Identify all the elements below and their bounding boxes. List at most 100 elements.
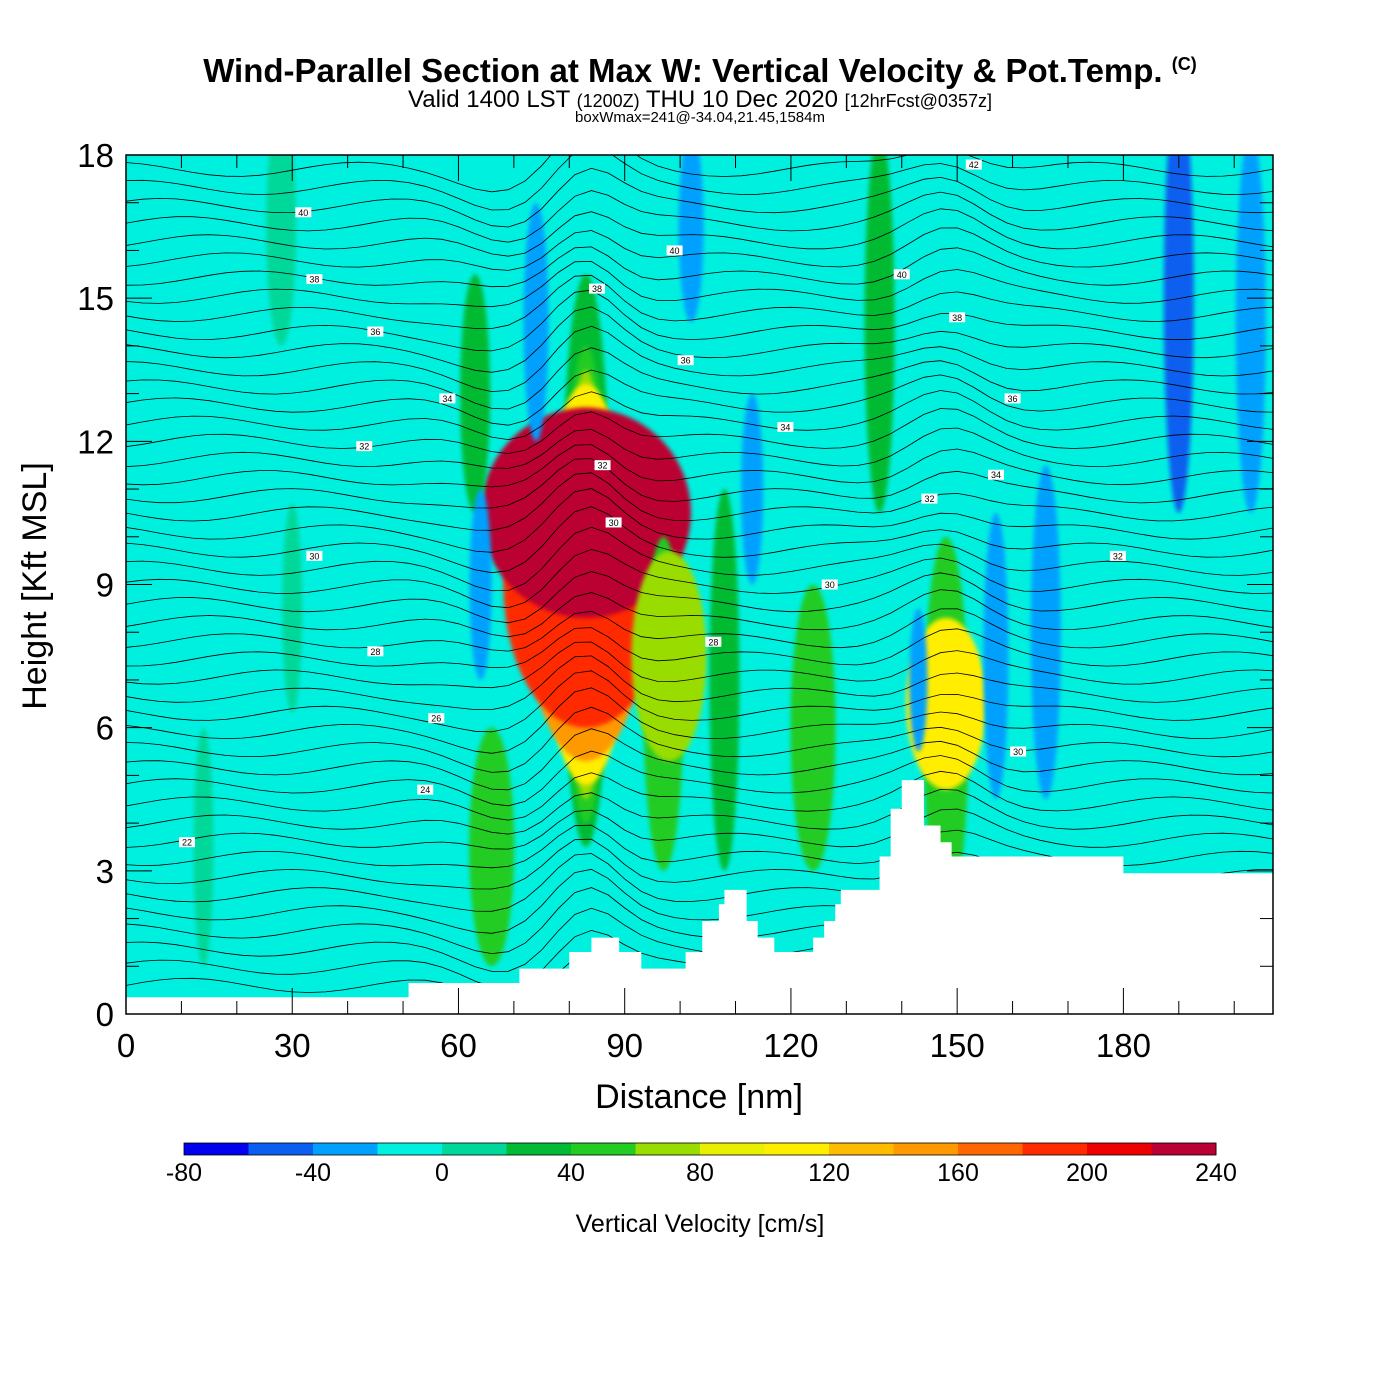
theta-label-bg [428,713,445,724]
theta-line [126,408,1273,454]
theta-label-bg [893,269,910,280]
subtitle-utc: (1200Z) [576,91,640,111]
theta-line [126,488,1273,553]
theta-line [126,427,1273,469]
theta-line [126,608,1273,652]
theta-label: 40 [893,269,910,280]
theta-line [126,167,1273,228]
theta-line [126,260,1273,308]
colorbar-segment [700,1143,765,1155]
theta-line [126,770,1273,821]
theta-label-text: 32 [1113,551,1123,561]
theta-line [126,155,1273,193]
y-tick-label: 6 [96,710,114,747]
theta-label-bg [949,312,966,323]
velocity-cell-22 [983,512,1009,800]
colorbar-segment [377,1143,443,1155]
colorbar-segment [893,1143,959,1155]
colorbar-segment [442,1143,507,1155]
theta-label-bg [594,460,611,471]
theta-label-text: 40 [670,246,680,256]
theta-label-text: 30 [1013,747,1023,757]
theta-label: 34 [777,422,794,433]
colorbar-label: Vertical Velocity [cm/s] [576,1210,825,1238]
theta-label: 40 [295,207,312,218]
theta-label-bg [588,283,605,294]
theta-label: 30 [306,550,323,561]
terrain [126,780,1273,1014]
theta-label-bg [178,837,195,848]
theta-line [126,548,1273,609]
theta-label-text: 28 [370,647,380,657]
theta-label-text: 30 [309,551,319,561]
theta-label-text: 36 [681,356,691,366]
theta-label-text: 36 [370,327,380,337]
x-tick-label: 0 [117,1027,135,1064]
theta-label: 30 [605,517,622,528]
theta-label: 32 [594,460,611,471]
theta-line [126,788,1273,835]
theta-label: 34 [987,469,1004,480]
x-tick-label: 60 [440,1027,477,1064]
theta-label-bg [965,159,982,170]
subtitle-date: THU 10 Dec 2020 [645,86,838,113]
theta-line [126,472,1273,531]
x-tick-label: 90 [606,1027,643,1064]
colorbar-segment [635,1143,701,1155]
theta-labels: 22 24 26 28 30 32 34 36 38 40 38 36 40 34 32 30 30 28 40 42… [178,159,1126,848]
velocity-cell-24 [523,202,549,442]
theta-label-bg [417,784,434,795]
colorbar-tick-label: -40 [295,1159,331,1187]
colorbar-segment [958,1143,1023,1155]
theta-label-bg [1004,393,1021,404]
theta-label-text: 34 [442,394,452,404]
theta-line [126,155,1273,211]
theta-label: 28 [367,646,384,657]
theta-label-text: 28 [708,637,718,647]
theta-line [126,274,1273,329]
theta-line [126,571,1273,624]
theta-line [126,808,1273,850]
velocity-cell-25 [469,489,492,680]
theta-label-bg [677,355,694,366]
y-tick-label: 9 [96,567,114,604]
velocity-cell-8 [631,551,707,762]
velocity-cell-18 [193,727,214,967]
velocity-cell-13 [709,489,740,871]
theta-line [126,706,1273,773]
velocity-cell-14 [864,155,895,513]
theta-line [126,458,1273,509]
theta-label-bg [921,493,938,504]
velocity-cell-11 [469,727,515,967]
theta-line [126,750,1273,807]
velocity-cell-19 [1163,155,1194,513]
theta-label: 42 [965,159,982,170]
theta-label-text: 30 [825,580,835,590]
theta-label-text: 30 [609,518,619,528]
theta-label: 26 [428,713,445,724]
theta-label-bg [1010,746,1027,757]
colorbar-segment [1022,1143,1088,1155]
theta-label-bg [439,393,456,404]
colorbar-tick-label: 160 [937,1159,979,1187]
theta-label-text: 38 [592,284,602,294]
colorbar-segment [184,1143,249,1155]
velocity-cell-15 [460,274,491,513]
theta-line [126,444,1273,488]
theta-label-bg [306,550,323,561]
theta-label: 40 [666,245,683,256]
theta-line [126,390,1273,441]
subtitle-valid: Valid 1400 LST [408,86,570,113]
theta-label: 38 [306,274,323,285]
y-tick-label: 12 [77,423,114,460]
theta-line [126,227,1273,271]
theta-label: 36 [677,355,694,366]
y-tick-label: 18 [77,137,114,174]
theta-line [126,190,1273,243]
theta-label: 36 [1004,393,1021,404]
theta-label-bg [306,274,323,285]
velocity-cell-17 [266,155,297,346]
colorbar-frame [183,1142,1217,1156]
